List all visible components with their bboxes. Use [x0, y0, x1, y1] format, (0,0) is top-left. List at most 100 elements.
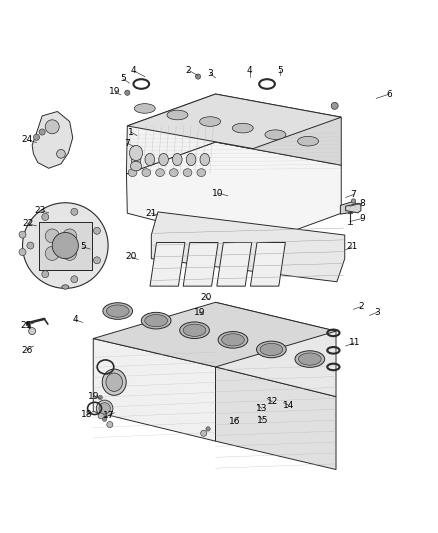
Circle shape: [42, 271, 49, 278]
Text: 25: 25: [20, 321, 32, 330]
Text: 20: 20: [125, 253, 137, 261]
Polygon shape: [340, 201, 357, 214]
Ellipse shape: [99, 403, 110, 414]
Circle shape: [331, 102, 338, 109]
Circle shape: [98, 413, 104, 419]
Ellipse shape: [106, 305, 129, 317]
Ellipse shape: [200, 154, 210, 166]
Ellipse shape: [62, 285, 69, 289]
Ellipse shape: [170, 169, 178, 176]
Ellipse shape: [183, 324, 206, 336]
Text: 8: 8: [359, 199, 365, 208]
Polygon shape: [151, 212, 345, 282]
Circle shape: [201, 430, 207, 437]
Text: 11: 11: [349, 338, 360, 348]
Circle shape: [93, 257, 100, 264]
Text: 15: 15: [257, 416, 268, 425]
Ellipse shape: [218, 332, 248, 348]
Polygon shape: [32, 111, 73, 168]
Ellipse shape: [183, 169, 192, 176]
Text: 20: 20: [200, 293, 212, 302]
Polygon shape: [150, 243, 185, 286]
Text: 16: 16: [229, 417, 240, 426]
Ellipse shape: [222, 334, 244, 346]
Text: 7: 7: [124, 139, 130, 148]
Circle shape: [19, 231, 26, 238]
Ellipse shape: [145, 314, 167, 327]
Circle shape: [45, 246, 59, 261]
Circle shape: [45, 229, 59, 243]
Ellipse shape: [155, 169, 164, 176]
Text: 6: 6: [386, 90, 392, 99]
Text: 1: 1: [128, 127, 134, 136]
Ellipse shape: [298, 353, 321, 365]
Text: 9: 9: [359, 214, 365, 223]
Polygon shape: [183, 243, 218, 286]
Circle shape: [42, 213, 49, 221]
Text: 12: 12: [267, 397, 278, 406]
Text: 18: 18: [81, 410, 93, 419]
Ellipse shape: [131, 154, 141, 166]
Text: 14: 14: [283, 401, 294, 410]
Circle shape: [28, 328, 35, 335]
Ellipse shape: [134, 103, 155, 113]
Circle shape: [27, 242, 34, 249]
Text: 26: 26: [21, 346, 32, 355]
Text: 3: 3: [207, 69, 213, 78]
Text: 19: 19: [88, 392, 99, 401]
Polygon shape: [217, 243, 252, 286]
Ellipse shape: [142, 169, 151, 176]
Text: 13: 13: [256, 404, 268, 413]
Text: 19: 19: [110, 87, 121, 96]
Circle shape: [22, 203, 108, 288]
Circle shape: [57, 149, 65, 158]
Ellipse shape: [159, 154, 168, 166]
Text: 4: 4: [131, 67, 137, 75]
Text: 2: 2: [186, 66, 191, 75]
Polygon shape: [39, 222, 92, 270]
Polygon shape: [251, 243, 286, 286]
Text: 4: 4: [72, 315, 78, 324]
Circle shape: [52, 232, 78, 259]
Ellipse shape: [145, 154, 155, 166]
Text: 24: 24: [21, 135, 32, 144]
Text: 4: 4: [247, 67, 252, 75]
Text: 10: 10: [212, 189, 224, 198]
Circle shape: [125, 90, 130, 95]
Ellipse shape: [141, 312, 171, 329]
Polygon shape: [215, 302, 336, 397]
Ellipse shape: [200, 117, 221, 126]
Ellipse shape: [197, 169, 206, 176]
Polygon shape: [215, 94, 341, 165]
Polygon shape: [127, 142, 341, 246]
Circle shape: [107, 422, 113, 427]
Ellipse shape: [96, 400, 113, 417]
Ellipse shape: [257, 341, 286, 358]
Polygon shape: [93, 338, 215, 441]
Text: 23: 23: [34, 206, 46, 215]
Polygon shape: [93, 302, 336, 367]
Polygon shape: [127, 94, 215, 174]
Text: 2: 2: [358, 302, 364, 311]
Ellipse shape: [131, 161, 142, 171]
Circle shape: [93, 227, 100, 235]
Ellipse shape: [186, 154, 196, 166]
Circle shape: [33, 134, 39, 140]
Text: 22: 22: [22, 219, 33, 228]
Circle shape: [71, 208, 78, 215]
Polygon shape: [127, 94, 341, 149]
Circle shape: [71, 276, 78, 283]
Ellipse shape: [295, 351, 325, 367]
Ellipse shape: [232, 123, 253, 133]
Text: 5: 5: [277, 66, 283, 75]
Ellipse shape: [260, 343, 283, 356]
Text: 21: 21: [346, 243, 358, 252]
Ellipse shape: [173, 154, 182, 166]
Ellipse shape: [297, 136, 318, 146]
Text: 5: 5: [120, 74, 126, 83]
Ellipse shape: [128, 169, 137, 176]
Text: 3: 3: [374, 308, 380, 317]
Ellipse shape: [106, 373, 123, 391]
Text: 19: 19: [194, 308, 205, 317]
Ellipse shape: [167, 110, 188, 120]
